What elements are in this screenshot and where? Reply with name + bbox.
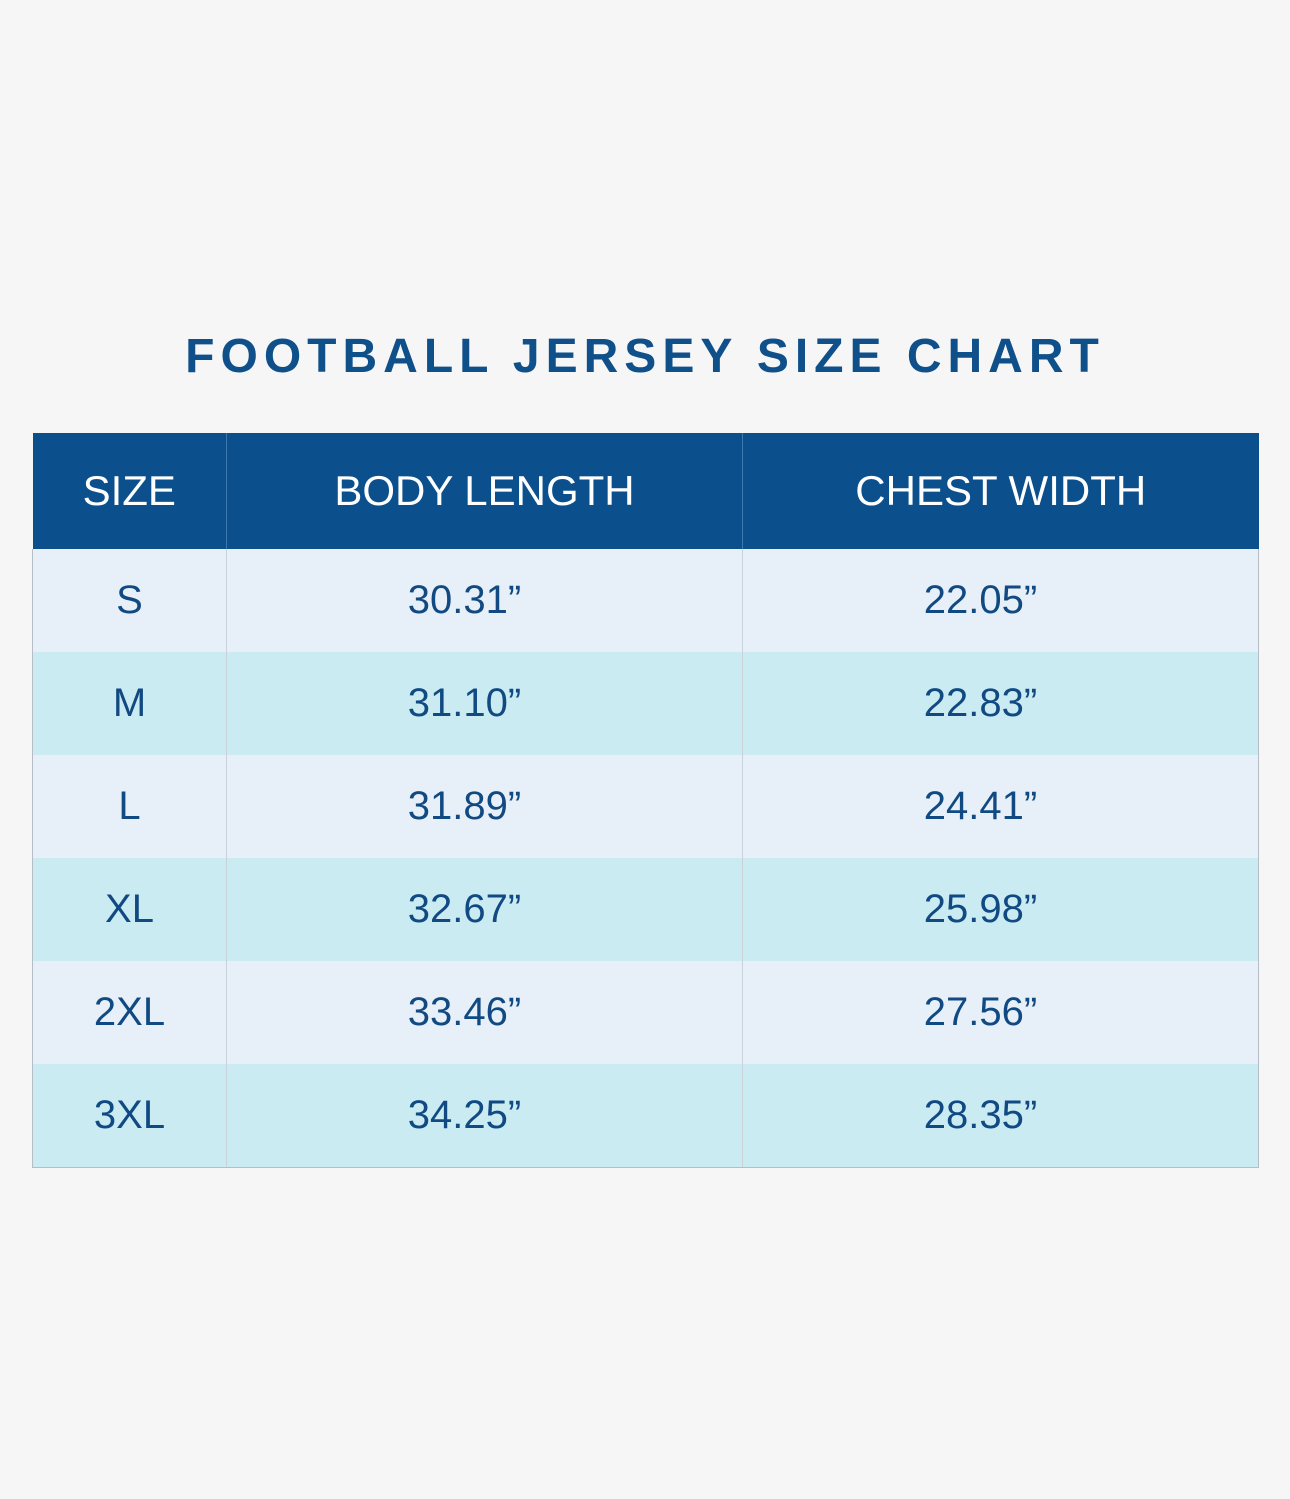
table-row: 2XL 33.46” 27.56”	[32, 961, 1259, 1064]
body-length-cell: 31.89”	[226, 755, 743, 858]
header-body-length: BODY LENGTH	[226, 433, 743, 549]
body-length-cell: 32.67”	[226, 858, 743, 961]
body-length-cell: 31.10”	[226, 652, 743, 755]
size-cell: 2XL	[32, 961, 227, 1064]
header-size: SIZE	[32, 433, 227, 549]
size-cell: S	[32, 549, 227, 652]
size-cell: XL	[32, 858, 227, 961]
size-cell: 3XL	[32, 1064, 227, 1168]
header-chest-width: CHEST WIDTH	[742, 433, 1259, 549]
table-row: 3XL 34.25” 28.35”	[32, 1064, 1259, 1168]
body-length-cell: 33.46”	[226, 961, 743, 1064]
table-row: M 31.10” 22.83”	[32, 652, 1259, 755]
chest-width-cell: 27.56”	[742, 961, 1259, 1064]
size-cell: L	[32, 755, 227, 858]
table-row: L 31.89” 24.41”	[32, 755, 1259, 858]
table-row: XL 32.67” 25.98”	[32, 858, 1259, 961]
body-length-cell: 30.31”	[226, 549, 743, 652]
chest-width-cell: 25.98”	[742, 858, 1259, 961]
chest-width-cell: 22.83”	[742, 652, 1259, 755]
table-header-row: SIZE BODY LENGTH CHEST WIDTH	[32, 433, 1259, 549]
size-cell: M	[32, 652, 227, 755]
chest-width-cell: 28.35”	[742, 1064, 1259, 1168]
table-row: S 30.31” 22.05”	[32, 549, 1259, 652]
body-length-cell: 34.25”	[226, 1064, 743, 1168]
size-chart-table: SIZE BODY LENGTH CHEST WIDTH S 30.31” 22…	[32, 433, 1259, 1168]
chest-width-cell: 22.05”	[742, 549, 1259, 652]
page-title: FOOTBALL JERSEY SIZE CHART	[185, 330, 1105, 384]
chest-width-cell: 24.41”	[742, 755, 1259, 858]
